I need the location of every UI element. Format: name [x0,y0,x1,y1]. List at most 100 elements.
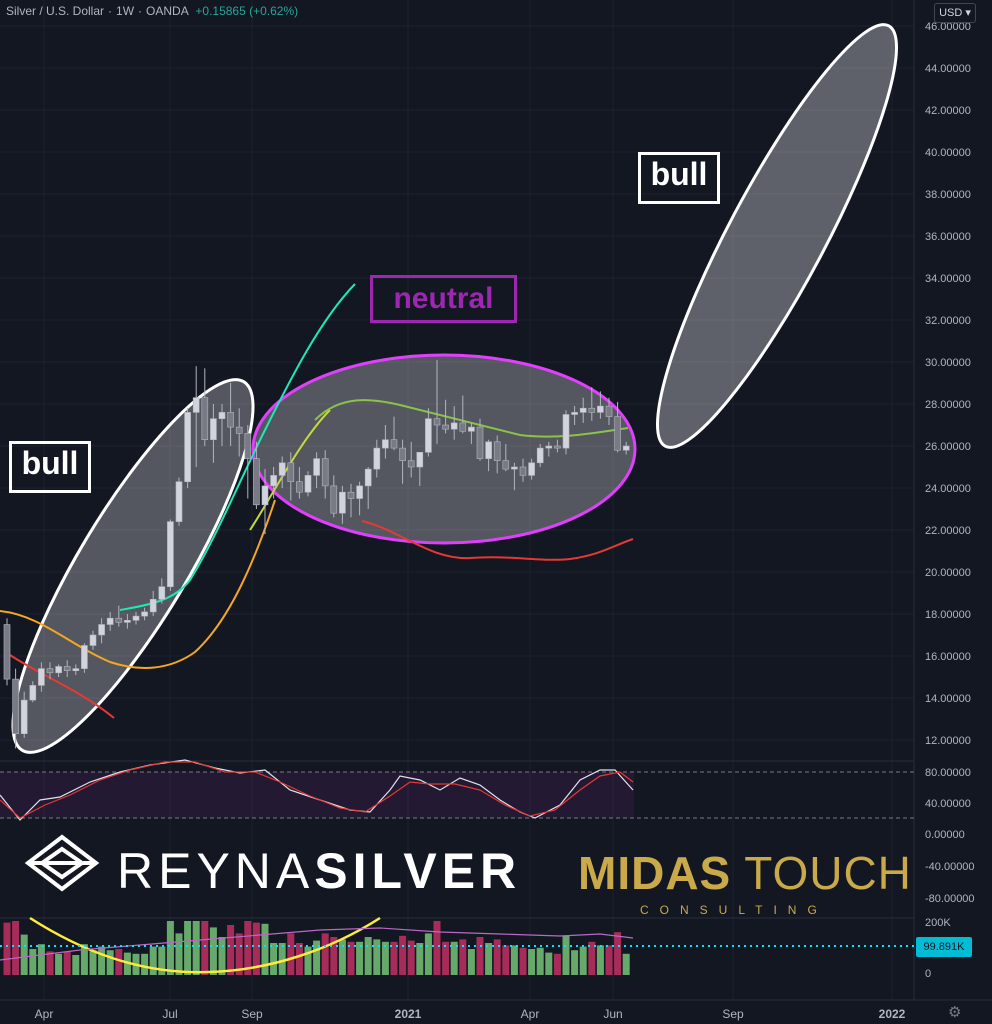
candle[interactable] [235,408,243,457]
volume-bar [304,946,312,975]
candle[interactable] [278,456,286,489]
volume-bar [622,953,630,975]
candle[interactable] [175,477,183,526]
candle[interactable] [511,462,518,491]
candle[interactable] [347,483,355,518]
candle[interactable] [81,643,88,673]
candle[interactable] [536,443,544,467]
candle[interactable] [485,439,492,472]
candle[interactable] [399,439,406,484]
candle[interactable] [253,441,260,509]
candle[interactable] [407,441,415,478]
candle[interactable] [373,439,381,478]
candle[interactable] [296,467,303,499]
candle[interactable] [72,664,80,675]
candle[interactable] [201,368,209,446]
candle[interactable] [158,578,166,604]
volume-tick-label: 200K [925,917,951,929]
bull-label-right-text: bull [650,156,708,192]
candle[interactable] [425,408,432,457]
candle[interactable] [364,467,372,509]
candle[interactable] [579,397,587,423]
candle[interactable] [55,664,62,677]
candle[interactable] [502,443,510,472]
candle[interactable] [46,662,54,680]
candle[interactable] [287,452,295,501]
candle[interactable] [442,399,449,434]
volume-bar [467,949,475,975]
candle[interactable] [115,605,123,627]
candle[interactable] [433,359,441,444]
candle[interactable] [244,425,252,499]
candle[interactable] [192,366,200,467]
candle[interactable] [12,668,19,749]
candle[interactable] [149,590,157,617]
candle[interactable] [339,485,346,524]
volume-bar [184,921,192,975]
candle[interactable] [270,467,277,499]
candle[interactable] [167,519,174,591]
volume-bar [313,940,321,975]
neutral-ellipse [251,353,637,545]
candle[interactable] [468,422,475,444]
volume-bar [123,952,131,975]
candle[interactable] [106,611,114,631]
candle[interactable] [622,441,630,455]
volume-bar [614,932,622,975]
candle[interactable] [313,452,320,488]
price-tick-label: 14.00000 [925,693,971,705]
currency-selector[interactable]: USD ▾ [934,3,976,23]
candle[interactable] [261,469,269,535]
bull-label-left-text: bull [21,445,79,481]
candle[interactable] [493,435,501,474]
bull-ellipse-right [655,23,899,449]
candle[interactable] [605,397,613,425]
candle[interactable] [141,607,148,621]
candle[interactable] [597,391,604,419]
volume-axis-labels: 200K 0 [925,917,951,980]
candle[interactable] [304,471,312,497]
candle[interactable] [450,406,458,440]
candle[interactable] [132,611,140,625]
volume-bar [115,949,123,975]
interval[interactable]: 1W [116,4,135,18]
candle[interactable] [519,458,527,482]
candle[interactable] [20,691,28,738]
candle[interactable] [184,408,191,488]
candle[interactable] [382,425,389,459]
candle[interactable] [3,618,11,686]
symbol-name[interactable]: Silver / U.S. Dollar [6,4,105,18]
candle[interactable] [416,451,424,486]
candle[interactable] [98,618,105,644]
candle[interactable] [227,383,234,446]
candle[interactable] [356,481,363,516]
candle[interactable] [210,404,217,463]
candle[interactable] [476,418,484,461]
candle[interactable] [321,450,329,499]
candle[interactable] [614,401,621,453]
candle[interactable] [89,630,97,650]
volume-bar [218,937,226,975]
price-axis-labels: 46.00000 44.00000 42.00000 40.00000 38.00000… [925,21,971,747]
volume-bar [493,939,501,975]
candle[interactable] [562,410,570,455]
gear-icon[interactable]: ⚙ [948,1004,962,1021]
candle[interactable] [459,395,467,434]
candle[interactable] [218,404,226,446]
candle[interactable] [63,660,71,677]
candle[interactable] [38,662,45,692]
candle[interactable] [124,614,131,629]
volume-bar [596,945,604,975]
candle[interactable] [571,406,578,425]
candle[interactable] [554,439,561,453]
candle[interactable] [588,387,596,421]
candle[interactable] [545,441,553,457]
candle[interactable] [330,475,338,518]
candle[interactable] [528,458,535,480]
stoch-tick-label: -40.00000 [925,861,975,873]
candles [3,359,630,749]
volume-bar [12,921,20,975]
candle[interactable] [29,681,37,703]
candle[interactable] [390,416,398,451]
